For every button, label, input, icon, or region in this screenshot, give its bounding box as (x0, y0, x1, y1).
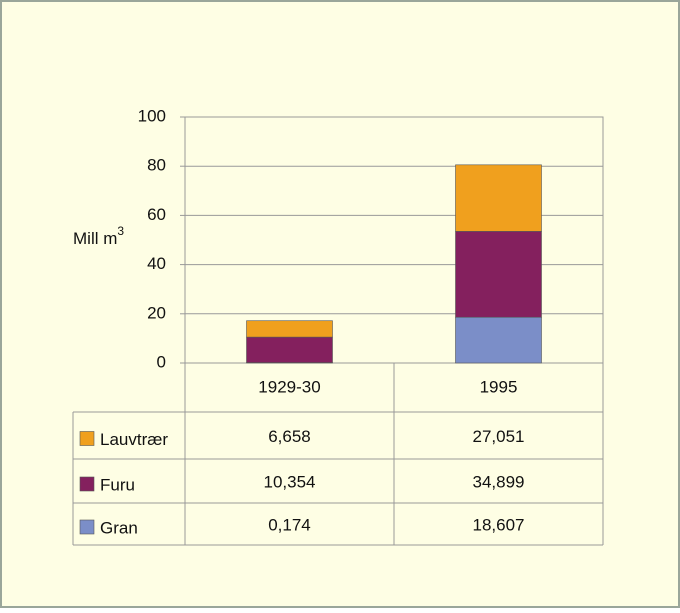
bar-segment (247, 321, 333, 337)
legend-label: Furu (100, 475, 135, 494)
value-label: 6,658 (268, 427, 311, 446)
value-label: 18,607 (473, 515, 525, 534)
y-tick-label: 60 (147, 205, 166, 224)
bar-segment (456, 165, 542, 232)
y-tick-label: 20 (147, 303, 166, 322)
x-tick-label: 1929-30 (258, 377, 320, 396)
y-tick-label: 0 (157, 352, 166, 371)
y-tick-label: 100 (138, 106, 166, 125)
legend-swatch (80, 520, 94, 534)
y-axis-label-superscript: 3 (117, 224, 124, 238)
x-tick-label: 1995 (480, 377, 518, 396)
value-label: 10,354 (264, 472, 316, 491)
y-tick-label: 40 (147, 254, 166, 273)
y-axis-label-text: Mill m (73, 229, 117, 248)
legend-label: Lauvtrær (100, 430, 168, 449)
legend-label: Gran (100, 518, 138, 537)
legend-swatch (80, 477, 94, 491)
bar-segment (456, 231, 542, 317)
bar-segment (456, 317, 542, 363)
value-label: 34,899 (473, 472, 525, 491)
value-label: 0,174 (268, 515, 311, 534)
legend-swatch (80, 432, 94, 446)
bar-segment (247, 337, 333, 362)
value-label: 27,051 (473, 427, 525, 446)
y-tick-label: 80 (147, 156, 166, 175)
